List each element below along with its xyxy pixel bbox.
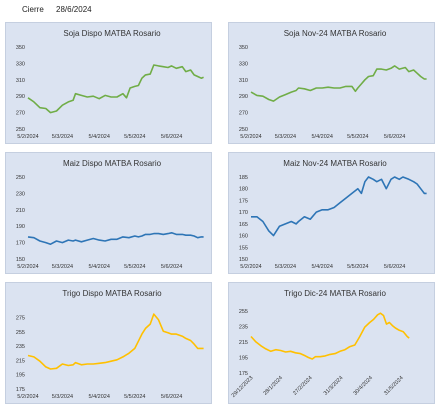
series-line (250, 65, 427, 102)
chart-maiz-nov24: Maiz Nov-24 MATBA Rosario 185 180 175 170 165… (239, 159, 427, 270)
x-tick-label: 5/2/2024 (17, 134, 38, 140)
y-tick-label: 230 (16, 191, 25, 197)
chart-maiz-dispo: Maiz Dispo MATBA Rosario 250 230 210 190 170 1… (16, 159, 204, 270)
y-tick-label: 160 (239, 234, 248, 240)
x-tick-label: 5/3/2024 (52, 264, 73, 270)
x-tick-label: 5/6/2024 (161, 134, 182, 140)
y-tick-label: 290 (16, 94, 25, 100)
x-tick-label: 31/3/2024 (323, 375, 345, 397)
y-tick-label: 250 (16, 175, 25, 181)
x-tick-label: 5/4/2024 (311, 264, 332, 270)
x-tick-label: 5/5/2024 (347, 134, 368, 140)
chart-title: Trigo Dispo MATBA Rosario (62, 289, 162, 298)
y-tick-label: 155 (239, 245, 248, 251)
chart-title: Trigo Dic-24 MATBA Rosario (284, 289, 386, 298)
y-tick-label: 255 (239, 309, 248, 315)
series-line (27, 64, 204, 114)
y-tick-label: 175 (239, 198, 248, 204)
y-tick-label: 235 (16, 344, 25, 350)
y-tick-label: 270 (16, 111, 25, 117)
y-tick-label: 165 (239, 222, 248, 228)
y-tick-label: 290 (239, 94, 248, 100)
x-tick-label: 5/6/2024 (161, 264, 182, 270)
chart-panel-trigo-dispo: Trigo Dispo MATBA Rosario 275 255 235 215 195… (5, 282, 212, 404)
chart-trigo-dispo: Trigo Dispo MATBA Rosario 275 255 235 215 195… (16, 289, 204, 400)
chart-trigo-dic24: Trigo Dic-24 MATBA Rosario 255 235 215 195 17… (231, 289, 410, 399)
chart-panel-soja-dispo: Soja Dispo MATBA Rosario 350 330 310 290 270 2… (5, 22, 212, 144)
chart-title: Maiz Dispo MATBA Rosario (63, 159, 162, 168)
x-tick-label: 5/4/2024 (88, 134, 109, 140)
x-tick-label: 5/6/2024 (384, 264, 405, 270)
x-tick-label: 28/1/2024 (263, 375, 285, 397)
chart-panel-soja-nov24: Soja Nov-24 MATBA Rosario 350 330 310 290 270… (228, 22, 435, 144)
series-line (27, 313, 204, 370)
x-tick-label: 31/5/2024 (383, 375, 405, 397)
x-tick-label: 30/4/2024 (353, 375, 375, 397)
chart-soja-nov24: Soja Nov-24 MATBA Rosario 350 330 310 290 270… (239, 29, 427, 140)
y-tick-label: 175 (239, 371, 248, 377)
x-tick-label: 5/2/2024 (17, 264, 38, 270)
chart-panel-maiz-dispo: Maiz Dispo MATBA Rosario 250 230 210 190 170 1… (5, 152, 212, 274)
x-tick-label: 5/5/2024 (124, 394, 145, 400)
series-line (251, 176, 427, 237)
y-tick-label: 215 (239, 340, 248, 346)
y-tick-label: 350 (239, 45, 248, 51)
x-tick-label: 27/2/2024 (292, 375, 314, 397)
y-tick-label: 180 (239, 187, 248, 193)
y-tick-label: 185 (239, 175, 248, 181)
chart-title: Soja Nov-24 MATBA Rosario (284, 29, 387, 38)
y-tick-label: 310 (16, 78, 25, 84)
x-tick-label: 5/6/2024 (384, 134, 405, 140)
y-tick-label: 250 (16, 127, 25, 133)
x-tick-label: 5/5/2024 (347, 264, 368, 270)
y-tick-label: 215 (16, 358, 25, 364)
page-header: Cierre 28/6/2024 (0, 0, 443, 22)
y-tick-label: 175 (16, 387, 25, 393)
chart-title: Soja Dispo MATBA Rosario (63, 29, 161, 38)
y-tick-label: 170 (239, 210, 248, 216)
chart-title: Maiz Nov-24 MATBA Rosario (283, 159, 387, 168)
x-tick-label: 5/4/2024 (88, 264, 109, 270)
y-tick-label: 195 (16, 373, 25, 379)
y-tick-label: 210 (16, 208, 25, 214)
x-tick-label: 5/2/2024 (240, 264, 261, 270)
x-tick-label: 5/4/2024 (311, 134, 332, 140)
x-tick-label: 5/5/2024 (124, 264, 145, 270)
x-tick-label: 5/3/2024 (52, 394, 73, 400)
series-line (27, 232, 204, 245)
y-tick-label: 270 (239, 111, 248, 117)
header-label: Cierre (22, 5, 44, 14)
y-tick-label: 330 (16, 61, 25, 67)
y-tick-label: 255 (16, 330, 25, 336)
y-tick-label: 150 (239, 257, 248, 263)
y-tick-label: 170 (16, 241, 25, 247)
x-tick-label: 5/3/2024 (275, 134, 296, 140)
series-line (250, 312, 410, 360)
y-tick-label: 150 (16, 257, 25, 263)
y-tick-label: 310 (239, 78, 248, 84)
y-tick-label: 275 (16, 316, 25, 322)
y-tick-label: 195 (239, 355, 248, 361)
chart-soja-dispo: Soja Dispo MATBA Rosario 350 330 310 290 270 2… (16, 29, 204, 140)
x-tick-label: 5/6/2024 (161, 394, 182, 400)
y-tick-label: 330 (239, 61, 248, 67)
y-tick-label: 250 (239, 127, 248, 133)
x-tick-label: 5/2/2024 (17, 394, 38, 400)
x-tick-label: 5/5/2024 (124, 134, 145, 140)
y-tick-label: 190 (16, 224, 25, 230)
y-tick-label: 350 (16, 45, 25, 51)
x-tick-label: 5/3/2024 (275, 264, 296, 270)
x-tick-label: 5/2/2024 (240, 134, 261, 140)
header-date: 28/6/2024 (56, 5, 92, 14)
chart-panel-maiz-nov24: Maiz Nov-24 MATBA Rosario 185 180 175 170 165… (228, 152, 435, 274)
chart-panel-trigo-dic24: Trigo Dic-24 MATBA Rosario 255 235 215 195 17… (228, 282, 435, 404)
x-tick-label: 5/3/2024 (52, 134, 73, 140)
y-tick-label: 235 (239, 324, 248, 330)
x-tick-label: 5/4/2024 (88, 394, 109, 400)
x-tick-label: 29/12/2023 (231, 375, 255, 399)
